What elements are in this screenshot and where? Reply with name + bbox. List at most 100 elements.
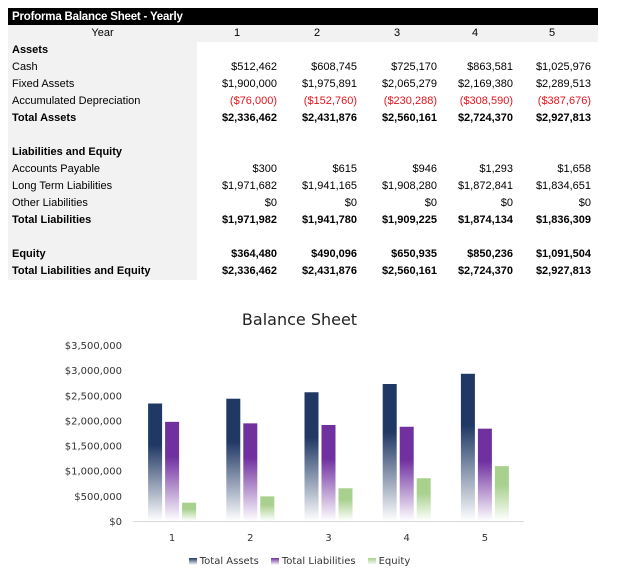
value-cell: $2,927,813	[535, 112, 591, 124]
y-tick-label: $1,000,000	[65, 467, 122, 478]
table-row: Other Liabilities $0 $0 $0 $0 $0	[8, 195, 598, 212]
value-cell: $364,480	[231, 248, 277, 260]
value-cell: $0	[500, 197, 513, 209]
table-row: Assets	[8, 42, 598, 59]
value-cell: $608,745	[311, 61, 357, 73]
bar-total-liabilities	[243, 423, 258, 521]
value-cell: $2,431,876	[301, 112, 357, 124]
x-tick-label: 4	[404, 533, 410, 544]
value-cell: $2,560,161	[381, 265, 437, 277]
row-label: Fixed Assets	[8, 76, 197, 93]
legend-swatch	[270, 557, 279, 565]
legend-item: Equity	[367, 556, 410, 567]
row-label: Total Liabilities and Equity	[8, 263, 197, 280]
bar-total-assets	[304, 392, 319, 521]
y-tick-label: $3,500,000	[65, 341, 122, 352]
value-cell: $1,941,780	[301, 214, 357, 226]
bar-total-assets	[148, 403, 163, 521]
bar-total-assets	[226, 398, 241, 521]
legend-swatch	[367, 557, 376, 565]
table-row: Liabilities and Equity	[8, 144, 598, 161]
table-row: Total Liabilities $1,971,982 $1,941,780 $1,…	[8, 212, 598, 229]
y-tick-label: $3,000,000	[65, 366, 122, 377]
value-cell: $1,971,982	[221, 214, 277, 226]
value-cell: $0	[264, 197, 277, 209]
legend-item: Total Assets	[188, 556, 259, 567]
value-cell: $946	[412, 163, 437, 175]
table-row: Total Liabilities and Equity $2,336,462 $2…	[8, 263, 598, 280]
value-cell: ($387,676)	[537, 95, 591, 107]
value-cell: $512,462	[231, 61, 277, 73]
value-cell: ($230,288)	[383, 95, 437, 107]
year-cell: 5	[548, 27, 556, 39]
bar-equity	[182, 502, 197, 521]
bar-total-liabilities	[399, 426, 414, 521]
balance-sheet-chart: Balance Sheet $0 $500,000 $1,000,000 $1,500…	[0, 300, 619, 587]
y-tick-label: $2,000,000	[65, 416, 122, 427]
bar-total-liabilities	[165, 421, 180, 521]
row-label: Long Term Liabilities	[8, 178, 197, 195]
year-cell: 1	[233, 27, 241, 39]
row-label: Assets	[8, 42, 197, 59]
value-cell: $490,096	[311, 248, 357, 260]
value-cell: $2,169,380	[457, 78, 513, 90]
x-tick-label: 2	[247, 533, 253, 544]
value-cell: $725,170	[391, 61, 437, 73]
value-cell: $1,874,134	[457, 214, 513, 226]
table-row: Equity $364,480 $490,096 $650,935 $850,236 $1…	[8, 246, 598, 263]
value-cell: $1,091,504	[535, 248, 591, 260]
y-tick-label: $2,500,000	[65, 391, 122, 402]
value-cell: $1,941,165	[301, 180, 357, 192]
table-row: Long Term Liabilities $1,971,682 $1,941,16…	[8, 178, 598, 195]
year-label: Year	[8, 25, 197, 42]
value-cell: $615	[332, 163, 357, 175]
value-cell: $0	[578, 197, 591, 209]
value-cell: $2,336,462	[221, 112, 277, 124]
x-tick-label: 1	[169, 533, 175, 544]
balance-sheet-table: Proforma Balance Sheet - Yearly Year 1 2 3 4…	[8, 8, 598, 280]
bar-total-liabilities	[321, 424, 336, 521]
value-cell: $1,909,225	[381, 214, 437, 226]
x-tick-label: 5	[482, 533, 488, 544]
chart-title: Balance Sheet	[241, 310, 358, 329]
row-label: Equity	[8, 246, 197, 263]
row-label: Accumulated Depreciation	[8, 93, 197, 110]
bar-equity	[494, 466, 509, 521]
year-header-row: Year 1 2 3 4 5	[8, 25, 598, 42]
bar-total-assets	[460, 373, 475, 521]
y-tick-label: $1,500,000	[65, 442, 122, 453]
value-cell: $1,293	[479, 163, 513, 175]
table-row: Fixed Assets $1,900,000 $1,975,891 $2,065,2…	[8, 76, 598, 93]
bar-equity	[260, 496, 275, 521]
value-cell: $650,935	[391, 248, 437, 260]
value-cell: $1,971,682	[221, 180, 277, 192]
value-cell: $2,724,370	[457, 265, 513, 277]
y-tick-label: $0	[109, 517, 122, 528]
value-cell: $1,836,309	[535, 214, 591, 226]
value-cell: $1,900,000	[221, 78, 277, 90]
value-cell: $1,908,280	[381, 180, 437, 192]
value-cell: $1,975,891	[301, 78, 357, 90]
year-cell: 2	[313, 27, 321, 39]
value-cell: ($152,760)	[303, 95, 357, 107]
year-cell: 4	[471, 27, 479, 39]
spacer-row	[8, 229, 598, 246]
value-cell: $2,724,370	[457, 112, 513, 124]
row-label: Total Assets	[8, 110, 197, 127]
value-cell: ($308,590)	[459, 95, 513, 107]
value-cell: $1,872,841	[457, 180, 513, 192]
row-label: Liabilities and Equity	[8, 144, 197, 161]
value-cell: ($76,000)	[229, 95, 277, 107]
spacer-row	[8, 127, 598, 144]
value-cell: $2,289,513	[535, 78, 591, 90]
table-row: Accounts Payable $300 $615 $946 $1,293 $1,658	[8, 161, 598, 178]
row-label: Total Liabilities	[8, 212, 197, 229]
chart-legend: Total Assets Total Liabilities Equity	[0, 556, 599, 567]
value-cell: $2,065,279	[381, 78, 437, 90]
row-label: Other Liabilities	[8, 195, 197, 212]
legend-label: Total Assets	[199, 556, 259, 567]
table-row: Total Assets $2,336,462 $2,431,876 $2,560,1…	[8, 110, 598, 127]
value-cell: $850,236	[467, 248, 513, 260]
value-cell: $2,431,876	[301, 265, 357, 277]
value-cell: $0	[424, 197, 437, 209]
